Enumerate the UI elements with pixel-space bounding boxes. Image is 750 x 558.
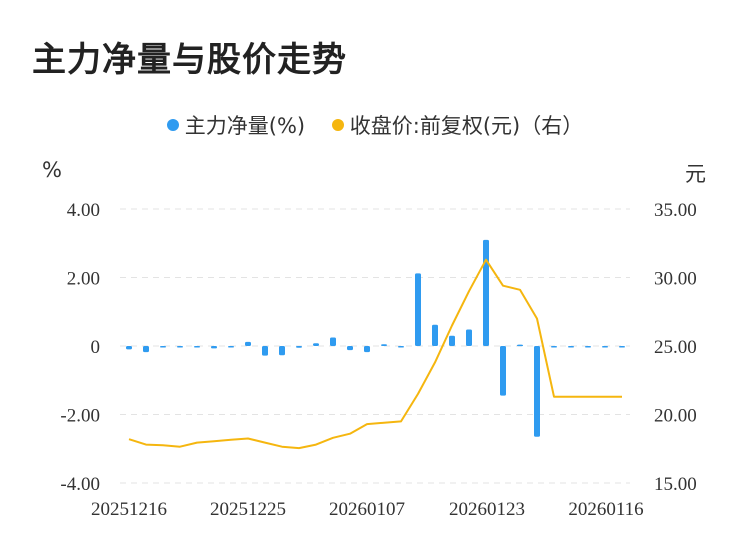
left-tick-label: -2.00 (60, 406, 100, 427)
bar-mark (245, 341, 251, 346)
legend-item-close-price[interactable]: 收盘价:前复权(元)（右） (331, 110, 584, 140)
bar-mark (398, 346, 404, 348)
left-tick-label: -4.00 (60, 474, 100, 495)
bar-mark (483, 239, 489, 346)
bar-mark (279, 346, 285, 356)
x-tick-label: 20251216 (91, 499, 167, 520)
bar-mark (568, 346, 574, 348)
bar-mark (415, 273, 421, 346)
legend-dot-net-volume (166, 119, 179, 131)
x-tick-label: 20251225 (210, 499, 286, 520)
bar-mark (364, 346, 370, 353)
bar-mark (347, 346, 353, 351)
bar-mark (211, 346, 217, 349)
bar-mark (449, 335, 455, 346)
right-tick-label: 15.00 (654, 474, 697, 495)
legend: 主力净量(%) 收盘价:前复权(元)（右） (0, 110, 750, 140)
right-tick-label: 20.00 (654, 406, 697, 427)
bar-mark (160, 346, 166, 348)
left-tick-label: 4.00 (67, 200, 100, 221)
bar-mark (228, 346, 234, 348)
bar-mark (381, 344, 387, 346)
x-tick-label: 20260123 (449, 499, 525, 520)
left-axis-unit: % (42, 158, 62, 182)
price-line (128, 258, 622, 450)
bar-mark (534, 346, 540, 437)
bar-mark (177, 346, 183, 348)
bar-mark (619, 346, 625, 348)
chart-title: 主力净量与股价走势 (32, 40, 347, 80)
bar-mark (296, 346, 302, 348)
right-tick-label: 35.00 (654, 200, 697, 221)
bar-mark (330, 337, 336, 346)
bar-mark (551, 346, 557, 348)
legend-item-net-volume[interactable]: 主力净量(%) (166, 110, 306, 140)
bar-mark (313, 343, 319, 346)
right-tick-label: 30.00 (654, 269, 697, 290)
bar-mark (126, 346, 132, 350)
left-tick-label: 0 (91, 337, 101, 358)
bar-mark (585, 346, 591, 348)
left-tick-label: 2.00 (67, 269, 100, 290)
bar-mark (466, 329, 472, 346)
right-tick-label: 25.00 (654, 337, 697, 358)
right-axis-unit: 元 (685, 162, 706, 186)
bar-mark (500, 346, 506, 396)
legend-label-close-price: 收盘价:前复权(元)（右） (349, 114, 584, 138)
bar-mark (432, 324, 438, 346)
bar-mark (517, 344, 523, 347)
legend-label-net-volume: 主力净量(%) (184, 114, 306, 138)
bar-mark (262, 346, 268, 356)
x-tick-label: 20260107 (329, 499, 405, 520)
bar-mark (143, 346, 149, 353)
x-tick-label: 20260116 (568, 499, 643, 520)
bar-mark (602, 346, 608, 348)
legend-dot-close-price (331, 119, 344, 131)
bar-mark (194, 346, 200, 348)
